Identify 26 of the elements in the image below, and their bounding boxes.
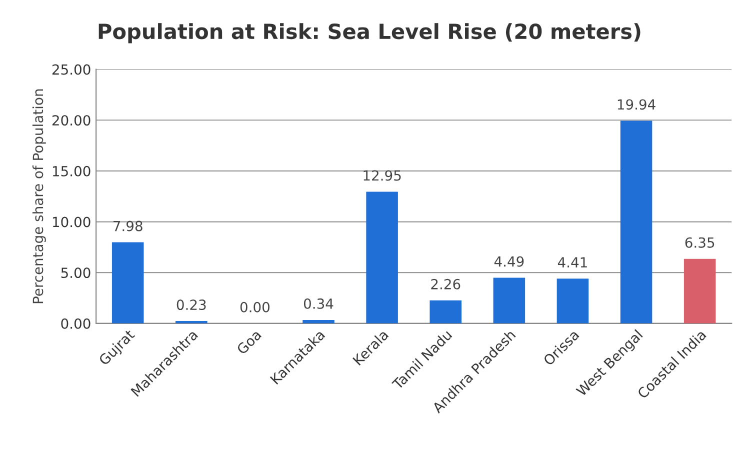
bar xyxy=(430,300,462,324)
x-tick-label: Goa xyxy=(236,329,262,355)
data-label: 0.00 xyxy=(240,302,270,312)
data-label: 4.41 xyxy=(558,257,587,268)
y-tick-label: 10.00 xyxy=(52,216,90,228)
bar xyxy=(366,192,398,324)
y-tick-label: 5.00 xyxy=(61,268,90,278)
data-label: 0.23 xyxy=(176,300,206,310)
data-label: 12.95 xyxy=(364,170,401,181)
bar xyxy=(620,120,652,324)
bar xyxy=(112,242,144,324)
data-label: 19.94 xyxy=(618,99,656,110)
y-tick-label: 15.00 xyxy=(52,166,90,176)
data-label: 7.98 xyxy=(114,220,142,232)
data-label: 0.34 xyxy=(304,298,334,309)
data-label: 6.35 xyxy=(685,237,714,248)
bar xyxy=(684,258,716,324)
chart-title: Population at Risk: Sea Level Rise (20 meters) xyxy=(98,23,640,44)
data-label: 2.26 xyxy=(431,278,460,290)
y-tick-label: 25.00 xyxy=(52,64,90,75)
y-tick-label: 20.00 xyxy=(52,115,90,126)
y-tick-label: 0.00 xyxy=(61,318,90,329)
bar xyxy=(493,278,526,324)
bar xyxy=(556,278,589,324)
data-label: 4.49 xyxy=(494,256,524,267)
y-axis-title: Percentage share of Population xyxy=(32,89,46,304)
